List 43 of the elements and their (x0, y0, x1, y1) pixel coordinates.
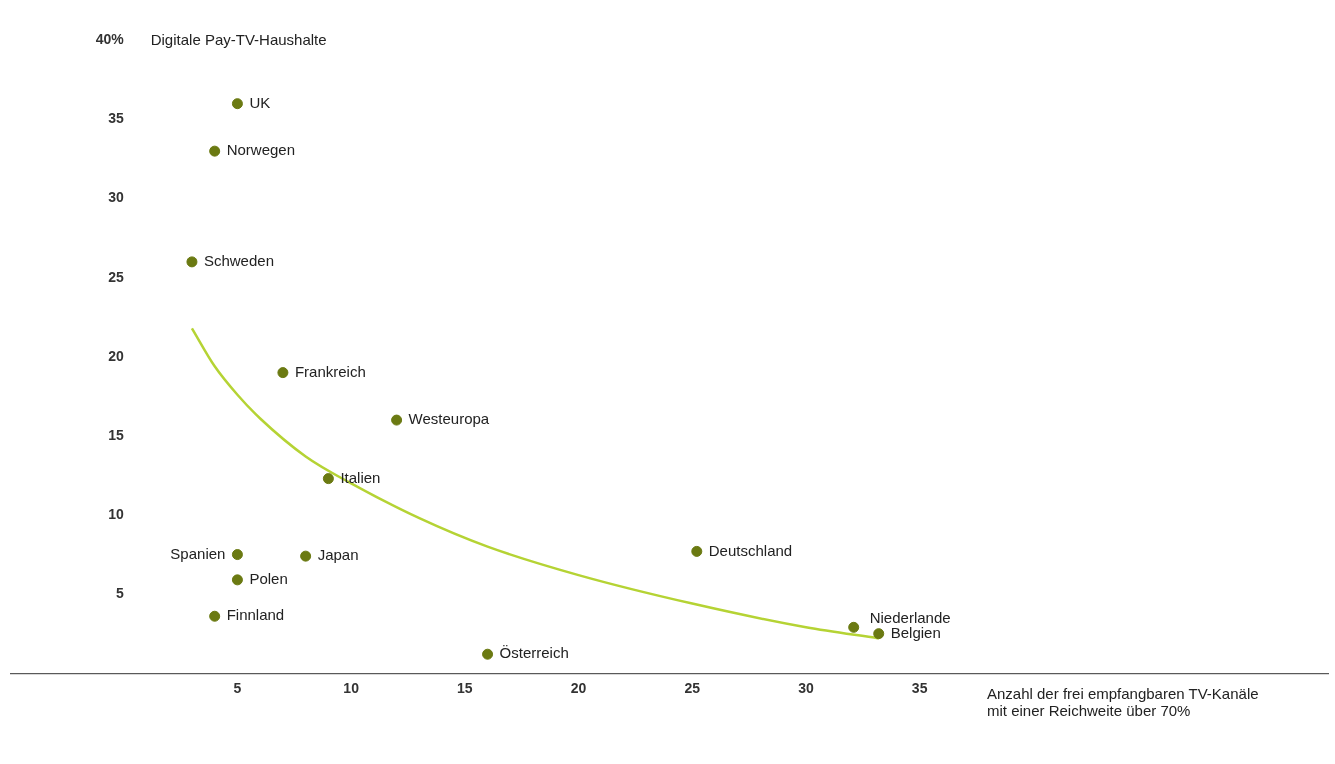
point (691, 545, 703, 557)
y-tick-label: 30 (108, 189, 124, 206)
y-tick-label: 20 (108, 347, 124, 364)
x-tick-label: 25 (684, 680, 701, 697)
annotation: Schweden (203, 252, 274, 270)
annotation: Italien (340, 468, 381, 486)
annotation: Frankreich (294, 362, 366, 380)
point (300, 550, 312, 562)
x-tick-label: 10 (343, 680, 360, 697)
point (209, 145, 221, 157)
point (848, 621, 860, 633)
annotation: UK (249, 93, 271, 111)
point (209, 610, 221, 622)
annotation: Österreich (499, 644, 569, 662)
annotation: Norwegen (226, 141, 296, 159)
annotation: Polen (249, 570, 288, 587)
point (277, 367, 289, 379)
y-axis-title: Digitale Pay-TV-Haushalte (150, 30, 327, 48)
annotation: Westeuropa (408, 410, 490, 428)
point (231, 98, 243, 110)
point (186, 256, 198, 268)
point (482, 648, 494, 660)
point (873, 628, 885, 640)
annotation: Japan (317, 546, 359, 564)
point (322, 473, 334, 485)
x-axis-title: Anzahl der frei empfangbaren TV-Kanäle mit einer Reichweite über 70% (987, 685, 1259, 720)
y-tick-label: 35 (108, 110, 124, 127)
point (231, 549, 243, 561)
x-tick-label: 5 (233, 680, 242, 697)
x-tick-label: 20 (570, 680, 587, 697)
y-tick-label: 15 (108, 426, 124, 443)
annotation: Spanien (170, 544, 226, 562)
y-tick-label: 5 (115, 584, 124, 601)
annotation: Finnland (226, 606, 285, 624)
point (231, 574, 243, 586)
y-tick-label: 40% (95, 31, 125, 48)
x-tick-label: 35 (911, 680, 928, 697)
x-tick-label: 30 (798, 680, 814, 697)
point (391, 414, 403, 426)
x-tick-label: 15 (457, 680, 473, 697)
y-tick-label: 25 (108, 268, 124, 285)
annotation: Deutschland (708, 541, 793, 559)
y-tick-label: 10 (108, 505, 124, 522)
